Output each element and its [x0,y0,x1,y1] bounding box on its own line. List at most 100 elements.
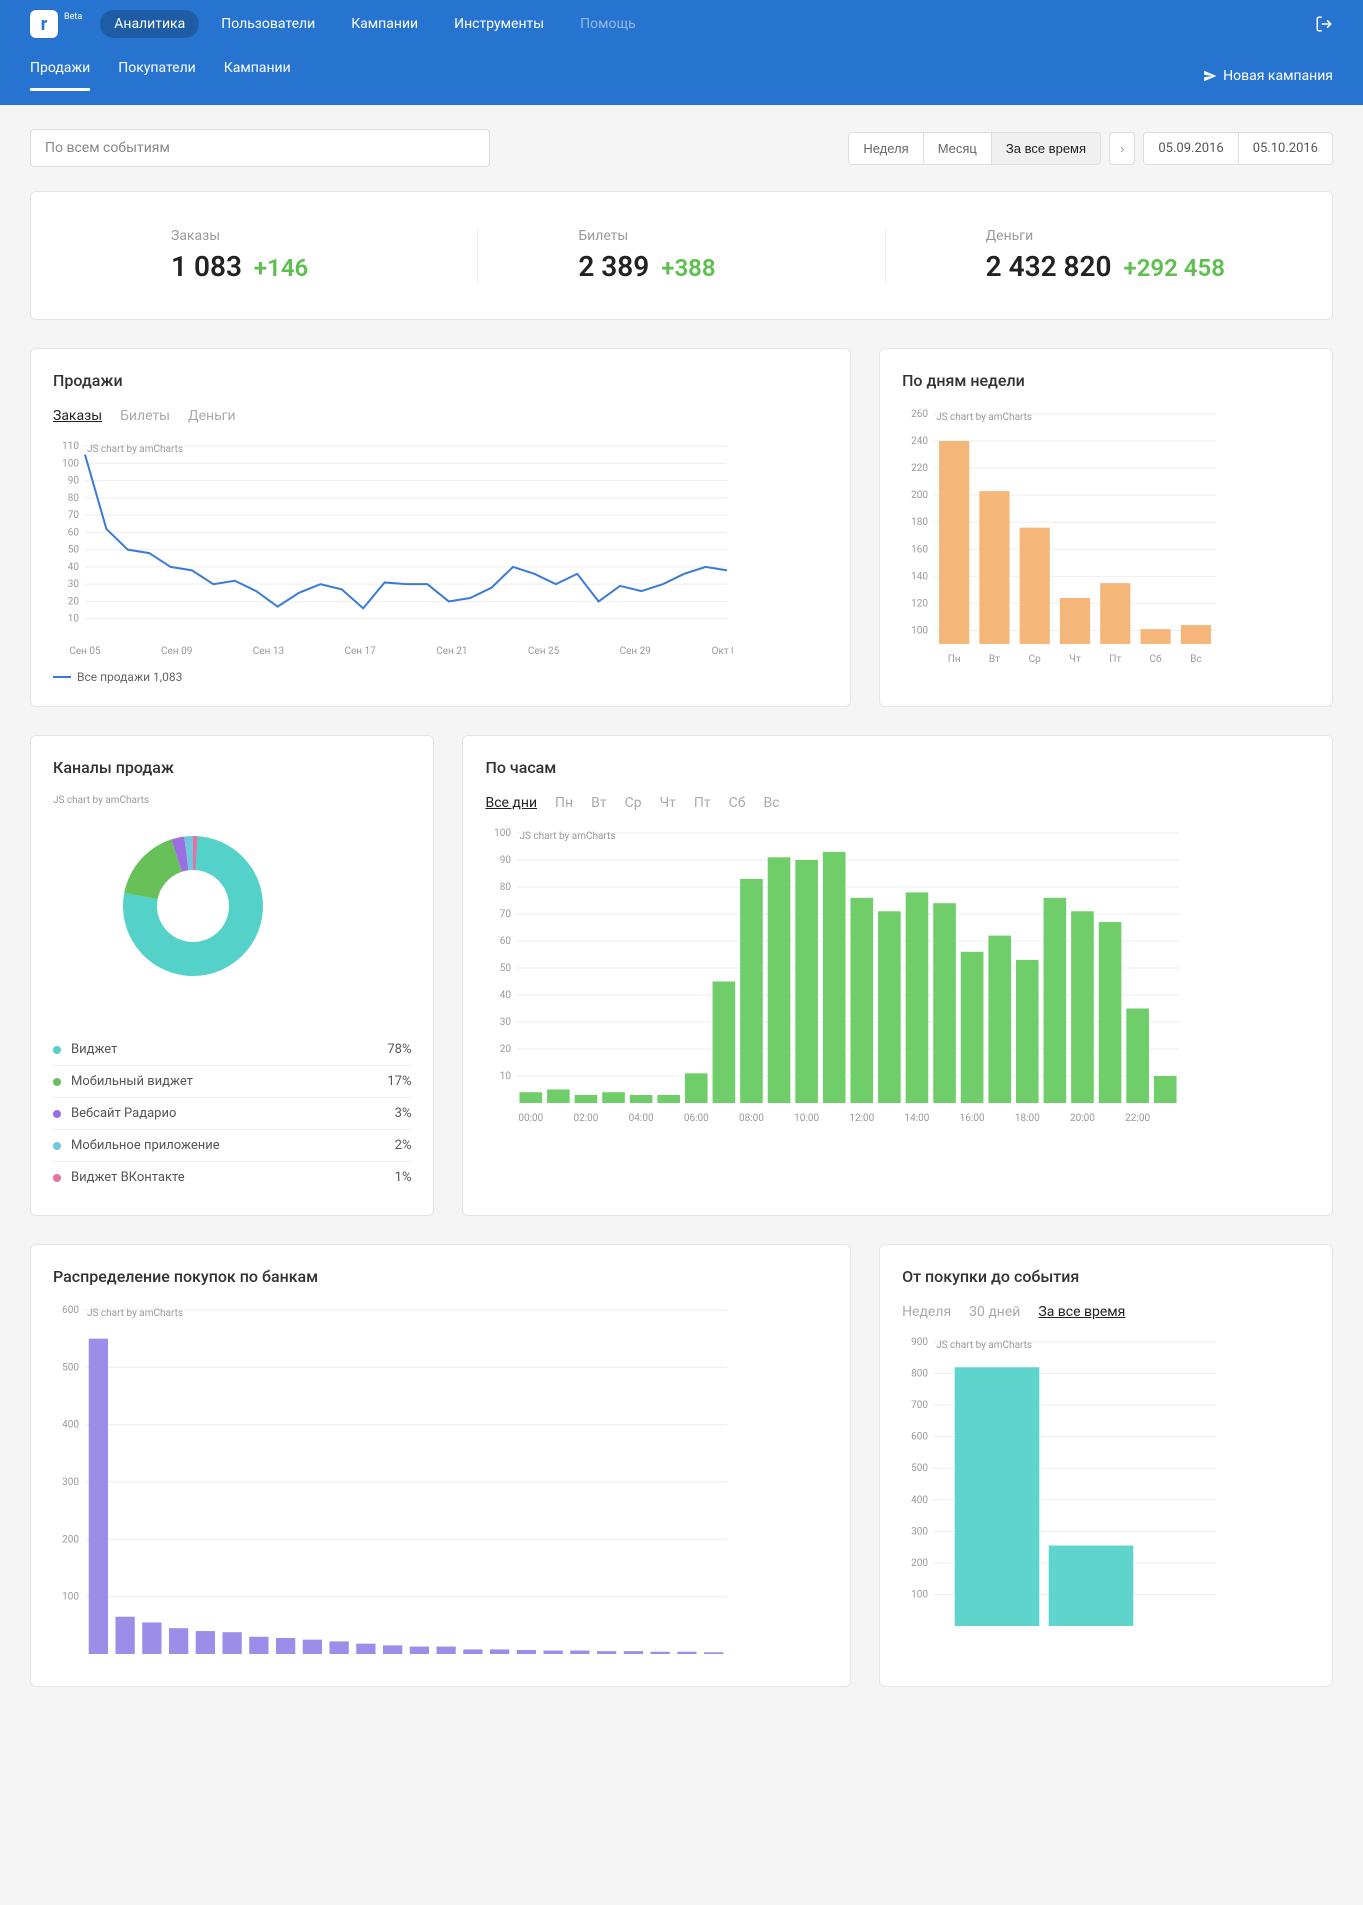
kpi-value: 2 389 [578,250,649,283]
svg-text:80: 80 [500,882,512,893]
logout-icon[interactable] [1315,15,1333,33]
channel-legend-row: Виджет ВКонтакте 1% [53,1162,411,1193]
channel-legend-row: Вебсайт Радарио 3% [53,1098,411,1130]
weekday-chart-card: По дням недели JS chart by amCharts 1001… [879,348,1333,707]
svg-text:220: 220 [911,463,928,474]
send-icon [1203,69,1217,83]
svg-text:60: 60 [500,936,512,947]
hours-tabs: Все дни Пн Вт Ср Чт Пт Сб Вс [485,795,1310,811]
hours-tab[interactable]: Пт [694,795,711,811]
sales-legend: Все продажи 1,083 [53,670,828,684]
hours-tab[interactable]: Вс [763,795,779,811]
svg-text:800: 800 [911,1369,928,1380]
sales-legend-label: Все продажи 1,083 [77,670,182,684]
events-select[interactable]: По всем событиям [30,129,490,167]
tab-pe-all[interactable]: За все время [1038,1304,1125,1320]
svg-text:Вс: Вс [1190,654,1201,665]
channel-label: Виджет [71,1042,387,1057]
kpi-item: Билеты 2 389 +388 [478,228,885,283]
svg-text:10: 10 [68,614,80,625]
nav-campaigns[interactable]: Кампании [337,10,432,38]
legend-dot-icon [53,1174,61,1182]
svg-text:60: 60 [68,527,80,538]
nav-analytics[interactable]: Аналитика [100,10,199,38]
period-group: Неделя Месяц За все время [848,132,1101,165]
filters-row: По всем событиям Неделя Месяц За все вре… [30,129,1333,167]
svg-text:22:00: 22:00 [1126,1113,1151,1124]
channel-legend-row: Мобильное приложение 2% [53,1130,411,1162]
svg-text:Чт: Чт [1069,654,1081,665]
svg-text:100: 100 [911,625,928,636]
hours-tab[interactable]: Вт [591,795,606,811]
svg-text:600: 600 [62,1305,79,1316]
tab-pe-week[interactable]: Неделя [902,1304,951,1320]
nav-tools[interactable]: Инструменты [440,10,558,38]
chevron-right-icon[interactable]: › [1109,132,1135,165]
hours-tab[interactable]: Пн [555,795,573,811]
date-to[interactable]: 05.10.2016 [1239,133,1332,164]
hours-tab[interactable]: Ср [625,795,642,811]
hours-tab[interactable]: Чт [660,795,676,811]
legend-line-icon [53,676,71,678]
svg-text:70: 70 [500,909,512,920]
svg-text:260: 260 [911,409,928,420]
svg-text:Сен 13: Сен 13 [253,646,284,657]
tab-money[interactable]: Деньги [188,408,236,424]
nav-main: Аналитика Пользователи Кампании Инструме… [100,10,649,38]
channel-pct: 78% [387,1042,411,1057]
subnav-sales[interactable]: Продажи [30,60,90,91]
sales-chart-title: Продажи [53,371,828,390]
channels-title: Каналы продаж [53,758,411,777]
period-week[interactable]: Неделя [849,133,923,164]
svg-text:50: 50 [68,545,80,556]
chart-credit: JS chart by amCharts [87,444,183,455]
kpi-label: Билеты [578,228,884,244]
subnav-campaigns[interactable]: Кампании [224,60,291,91]
new-campaign-label: Новая кампания [1223,68,1333,84]
tab-pe-30days[interactable]: 30 дней [969,1304,1020,1320]
header: r Beta Аналитика Пользователи Кампании И… [0,0,1363,105]
tab-orders[interactable]: Заказы [53,408,102,424]
svg-text:200: 200 [62,1534,79,1545]
header-sub: Продажи Покупатели Кампании Новая кампан… [0,48,1363,105]
svg-text:180: 180 [911,517,928,528]
channel-label: Мобильный виджет [71,1074,387,1089]
banks-card: Распределение покупок по банкам JS chart… [30,1244,851,1687]
hours-tab[interactable]: Все дни [485,795,537,811]
hours-tab[interactable]: Сб [729,795,746,811]
period-all[interactable]: За все время [992,133,1100,164]
svg-text:70: 70 [68,510,80,521]
new-campaign-button[interactable]: Новая кампания [1203,68,1333,84]
hours-title: По часам [485,758,1310,777]
nav-help[interactable]: Помощь [566,10,650,38]
svg-text:20: 20 [68,596,80,607]
purchase-event-card: От покупки до события Неделя 30 дней За … [879,1244,1333,1687]
date-from[interactable]: 05.09.2016 [1144,133,1238,164]
svg-text:06:00: 06:00 [684,1113,709,1124]
logo[interactable]: r [30,10,58,38]
svg-text:20: 20 [500,1044,512,1055]
chart-credit: JS chart by amCharts [519,831,615,842]
period-month[interactable]: Месяц [924,133,992,164]
svg-text:140: 140 [911,571,928,582]
channel-label: Виджет ВКонтакте [71,1170,395,1185]
svg-text:900: 900 [911,1337,928,1348]
subnav-buyers[interactable]: Покупатели [118,60,196,91]
chart-credit: JS chart by amCharts [936,1340,1032,1351]
content: По всем событиям Неделя Месяц За все вре… [0,105,1363,1739]
svg-text:120: 120 [911,598,928,609]
legend-dot-icon [53,1142,61,1150]
kpi-item: Заказы 1 083 +146 [71,228,478,283]
nav-users[interactable]: Пользователи [207,10,329,38]
svg-text:300: 300 [62,1477,79,1488]
svg-text:50: 50 [500,963,512,974]
svg-text:90: 90 [500,855,512,866]
legend-dot-icon [53,1078,61,1086]
svg-text:Окт 03: Окт 03 [712,646,733,657]
sales-line-chart: 102030405060708090100110Сен 05Сен 09Сен … [53,440,733,660]
tab-tickets[interactable]: Билеты [120,408,170,424]
svg-text:Сен 21: Сен 21 [436,646,467,657]
svg-text:100: 100 [911,1589,928,1600]
svg-text:100: 100 [495,828,512,839]
svg-text:300: 300 [911,1526,928,1537]
